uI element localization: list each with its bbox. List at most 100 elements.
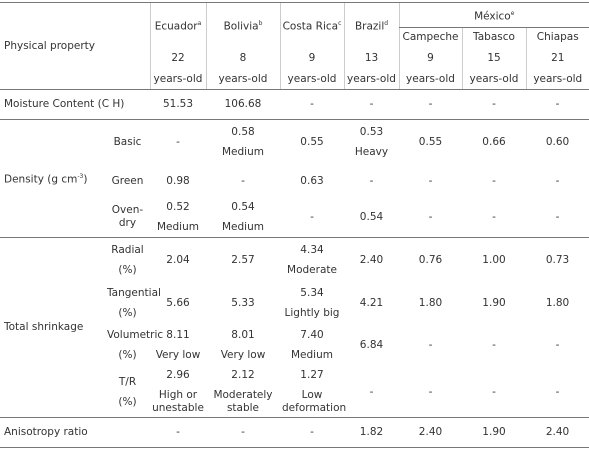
age-unit: years-old <box>205 69 280 90</box>
cell-rating: Moderate <box>287 264 337 277</box>
data-cell: 0.63 <box>300 174 324 187</box>
cell-rating: Medium <box>157 220 199 233</box>
cell-value: 2.96 <box>166 369 190 382</box>
sub-property: T/R (%) <box>105 367 150 418</box>
data-cell: 0.58 Medium <box>206 120 280 165</box>
data-cell: 1.00 <box>482 254 506 267</box>
cell-rating: Moderately stable <box>213 389 273 415</box>
table-row: years-old years-old years-old years-old year… <box>0 69 589 90</box>
property-text: Total shrinkage <box>4 321 84 333</box>
sub-label: Basic <box>113 135 142 148</box>
data-cell: - <box>399 367 462 418</box>
cell-value: 1.27 <box>300 369 324 382</box>
age-unit: years-old <box>149 69 206 90</box>
country-note: c <box>338 20 342 27</box>
property-sup: -3 <box>77 173 84 181</box>
data-cell: 6.84 <box>359 339 384 351</box>
data-cell: - <box>492 339 496 351</box>
data-cell: 0.54 <box>344 197 399 238</box>
age: 9 <box>398 47 462 70</box>
data-cell: 0.76 <box>418 254 443 267</box>
data-cell: 1.27 Low deformation <box>280 367 346 418</box>
data-cell: - <box>399 197 462 238</box>
cell-value: 0.54 <box>231 200 255 213</box>
row-property: Anisotropy ratio <box>0 417 150 448</box>
data-cell: - <box>399 89 462 120</box>
age-unit: years-old <box>343 69 399 90</box>
cell-rating: High or unestable <box>152 389 204 415</box>
data-cell: 2.57 <box>231 254 255 267</box>
table-row: Moisture Content (C H) 51.53 106.68- - - - - <box>0 89 589 120</box>
data-cell: - <box>176 135 180 148</box>
country-header: Méxicoe <box>398 2 589 28</box>
sub-label: Radial <box>111 244 144 257</box>
cell-value: 4.34 <box>300 244 324 257</box>
data-cell: - <box>428 174 433 187</box>
sub-label: Volumetric <box>107 329 164 341</box>
data-cell: 1.80 <box>545 297 570 309</box>
data-cell: 7.40 Medium <box>280 324 344 368</box>
data-cell: 5.66 <box>166 297 190 309</box>
country-name: Bolivia <box>223 20 259 33</box>
sub-unit: (%) <box>118 307 137 319</box>
cell-rating: Very low <box>220 349 266 361</box>
country-name: Costa Rica <box>282 20 339 33</box>
data-cell: 1.90 <box>482 297 506 309</box>
data-cell: 2.12 Moderately stable <box>206 367 280 418</box>
data-cell: 5.34 Lightly big <box>280 284 344 324</box>
cell-value: 7.40 <box>300 329 324 341</box>
cell-value: 0.58 <box>231 125 255 138</box>
table-row: Physical property Ecuadora Boliviab Costa R… <box>0 2 589 90</box>
cell-value: 0.53 <box>359 125 384 138</box>
cell-value: 5.34 <box>300 287 324 299</box>
header-property: Physical property <box>0 2 150 90</box>
data-cell: 2.04 <box>166 254 190 267</box>
age: 9 <box>279 47 344 70</box>
sub-label: Green <box>111 174 144 187</box>
age-unit: years-old <box>398 69 462 90</box>
table-row: Green 0.98 - 0.63 - - - - <box>0 165 589 198</box>
cell-value: 8.11 <box>166 329 190 341</box>
country-name: Ecuador <box>154 20 198 33</box>
country-header: Boliviab <box>205 2 280 48</box>
country-header: Costa Ricac <box>279 2 344 48</box>
country-name: Brazil <box>354 20 385 33</box>
data-cell: - <box>280 417 344 448</box>
table-row: Density (g cm-3) Basic - 0.58 Medium 0.55 0.53… <box>0 119 589 238</box>
sub-property: Tangential (%) <box>105 284 161 324</box>
data-cell: 8.11 Very low <box>150 324 206 368</box>
cell-rating: Medium <box>222 145 264 158</box>
row-property: Moisture Content (C H) <box>0 89 150 120</box>
data-cell: 1.82 <box>344 417 399 448</box>
data-cell: 2.40 <box>399 417 462 448</box>
table-row: Oven-dry 0.52 Medium 0.54 Medium -0.54- - - <box>0 197 589 238</box>
property-text: Density (g cm <box>4 173 78 186</box>
data-cell: - <box>462 367 526 418</box>
data-cell: - <box>462 197 526 238</box>
data-cell: 0.54 Medium <box>206 197 280 238</box>
sub-label: Oven-dry <box>111 204 144 230</box>
data-cell: 106.68 <box>206 89 280 120</box>
data-cell: 2.40 <box>526 417 589 448</box>
age-unit: years-old <box>461 69 526 90</box>
data-cell: 51.53 <box>150 89 206 120</box>
table-row: T/R (%) 2.96 High or unestable 2.12 Moderatel… <box>0 367 589 418</box>
data-cell: - <box>344 89 399 120</box>
data-cell: - <box>241 174 245 187</box>
cell-value: 0.52 <box>166 200 190 213</box>
data-cell: 5.33 <box>231 297 255 309</box>
sub-property: Basic <box>105 120 150 165</box>
table-row: Anisotropy ratio - - -1.82 2.40 1.90 2.40 <box>0 417 589 448</box>
data-cell: - <box>206 417 280 448</box>
data-cell: - <box>526 197 589 238</box>
data-cell: 4.21 <box>359 297 384 309</box>
data-cell: 0.55 <box>300 135 324 148</box>
property-end: ) <box>83 173 88 186</box>
row-property: Density (g cm-3) <box>0 119 105 238</box>
sub-label: Tangential <box>107 287 161 299</box>
country-header: Ecuadora <box>149 2 206 48</box>
data-cell: 0.52 Medium <box>150 197 206 238</box>
sub-property: Radial (%) <box>105 238 150 284</box>
sub-unit: (%) <box>118 349 137 361</box>
